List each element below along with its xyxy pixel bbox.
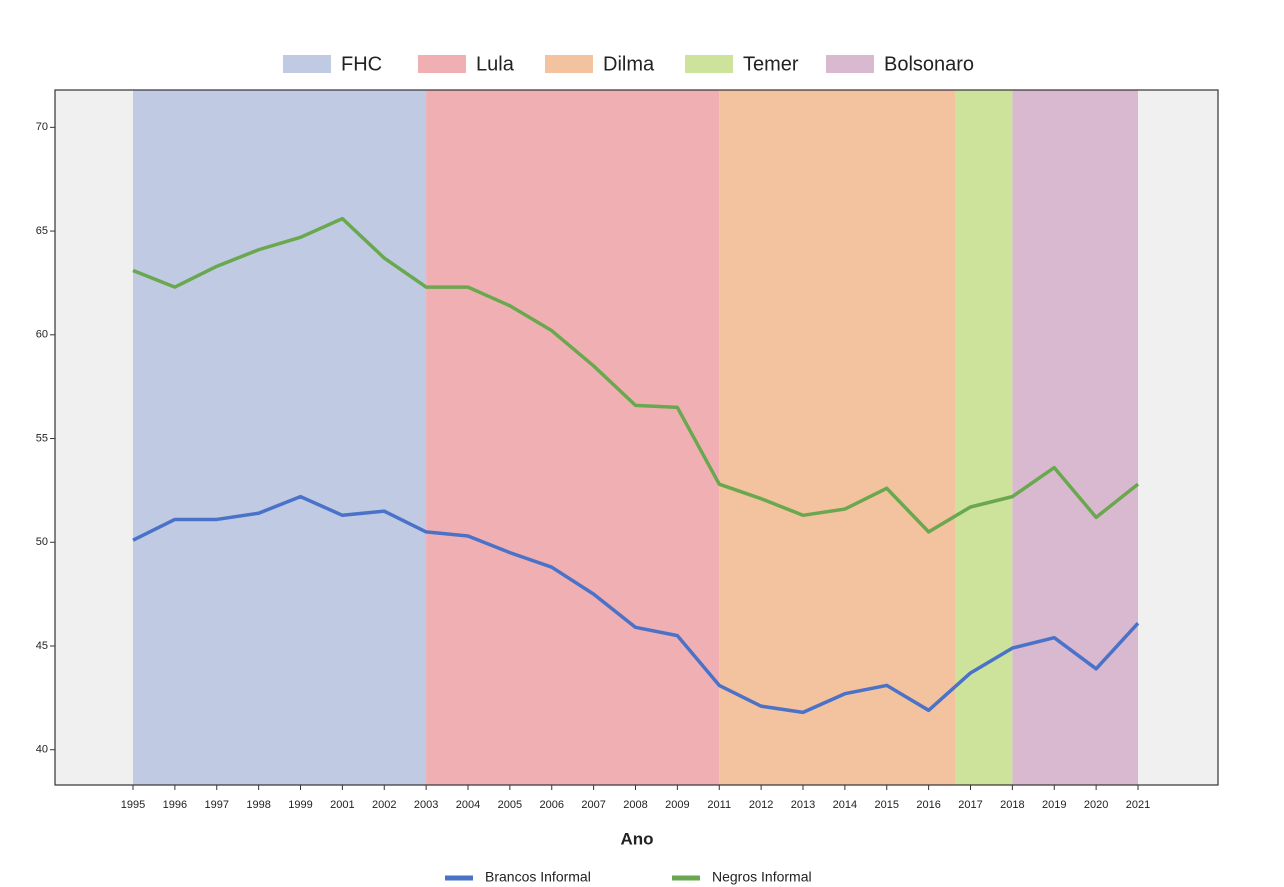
- plot-frame: [54, 89, 1219, 786]
- x-tick-label: 1995: [121, 799, 145, 811]
- x-tick-label: 2013: [791, 799, 815, 811]
- y-tick-label: 40: [36, 744, 48, 756]
- x-tick-label: 2011: [707, 799, 731, 811]
- series-line: [132, 216, 1140, 534]
- y-tick-label: 50: [36, 536, 48, 548]
- x-tick-label: 2008: [623, 799, 647, 811]
- legend-label: Lula: [476, 53, 515, 75]
- x-axis-title: Ano: [620, 829, 653, 848]
- series-line: [132, 494, 1140, 715]
- x-tick-label: 1997: [205, 799, 229, 811]
- x-tick-label: 2016: [916, 799, 940, 811]
- x-tick-label: 2004: [456, 799, 480, 811]
- legend-label: Brancos Informal: [485, 869, 591, 885]
- x-tick-label: 2020: [1084, 799, 1108, 811]
- y-tick-label: 45: [36, 640, 48, 652]
- x-tick-label: 2014: [833, 799, 857, 811]
- x-tick-label: 2018: [1000, 799, 1024, 811]
- y-tick-label: 70: [36, 121, 48, 133]
- legend-swatch: [545, 55, 593, 73]
- legend-swatch: [283, 55, 331, 73]
- x-tick-label: 2005: [498, 799, 522, 811]
- legend-label: FHC: [341, 53, 382, 75]
- legend-swatch: [826, 55, 874, 73]
- x-tick-label: 2012: [749, 799, 773, 811]
- legend-swatch: [418, 55, 466, 73]
- legend-label: Bolsonaro: [884, 53, 974, 75]
- x-tick-label: 2017: [958, 799, 982, 811]
- legend-label: Temer: [743, 53, 799, 75]
- x-tick-label: 2009: [665, 799, 689, 811]
- x-tick-label: 1999: [288, 799, 312, 811]
- period-band: [133, 90, 427, 785]
- x-tick-label: 2006: [540, 799, 564, 811]
- x-tick-label: 2019: [1042, 799, 1066, 811]
- x-tick-label: 2003: [414, 799, 438, 811]
- x-tick-label: 2015: [875, 799, 899, 811]
- legend-label: Dilma: [603, 53, 655, 75]
- period-band: [426, 90, 720, 785]
- x-tick-label: 2001: [330, 799, 354, 811]
- x-tick-label: 1998: [246, 799, 270, 811]
- period-band: [1012, 90, 1138, 785]
- legend-label: Negros Informal: [712, 869, 812, 885]
- x-tick-label: 2021: [1126, 799, 1150, 811]
- period-band: [719, 90, 956, 785]
- legend-swatch: [685, 55, 733, 73]
- period-band: [955, 90, 1013, 785]
- x-tick-label: 2002: [372, 799, 396, 811]
- y-tick-label: 55: [36, 432, 48, 444]
- y-tick-label: 65: [36, 225, 48, 237]
- y-tick-label: 60: [36, 329, 48, 341]
- x-tick-label: 1996: [163, 799, 187, 811]
- x-tick-label: 2007: [581, 799, 605, 811]
